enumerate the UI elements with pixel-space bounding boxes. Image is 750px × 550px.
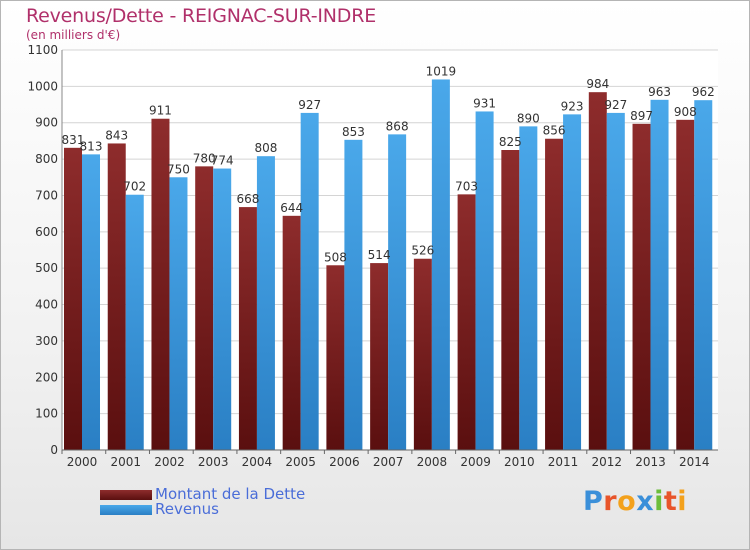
bar-dette	[588, 92, 607, 450]
y-tick-label: 600	[35, 225, 58, 239]
bar-dette	[107, 143, 126, 451]
x-tick-label: 2012	[592, 455, 623, 469]
y-tick-label: 1000	[27, 79, 58, 93]
proxiti-logo: Proxiti	[583, 486, 688, 517]
x-tick-label: 2013	[635, 455, 666, 469]
x-tick-label: 2003	[198, 455, 229, 469]
data-label: 780	[193, 151, 216, 165]
data-label: 774	[211, 154, 234, 168]
bar-dette	[545, 138, 564, 450]
bar-dette	[370, 263, 389, 450]
data-label: 668	[236, 192, 259, 206]
data-label: 526	[411, 244, 434, 258]
data-label: 868	[386, 119, 409, 133]
bar-revenus	[82, 154, 100, 450]
bar-dette	[64, 147, 82, 450]
x-tick-label: 2001	[110, 455, 141, 469]
data-label: 831	[62, 133, 85, 147]
data-label: 962	[692, 85, 715, 99]
data-label: 808	[254, 141, 277, 155]
bar-dette	[413, 258, 432, 450]
bar-dette	[195, 166, 214, 450]
bar-revenus	[388, 134, 407, 450]
chart-subtitle: (en milliers d'€)	[26, 28, 121, 42]
bar-revenus	[431, 79, 450, 451]
y-tick-label: 0	[50, 443, 58, 457]
legend-label-revenus: Revenus	[155, 500, 219, 518]
bar-dette	[326, 265, 345, 450]
data-label: 1019	[426, 64, 457, 78]
data-label: 984	[586, 77, 609, 91]
x-tick-label: 2002	[154, 455, 185, 469]
x-tick-label: 2011	[548, 455, 579, 469]
x-tick-label: 2014	[679, 455, 710, 469]
data-label: 825	[499, 135, 522, 149]
data-label: 750	[167, 162, 190, 176]
bar-dette	[632, 123, 651, 451]
data-label: 963	[648, 85, 671, 99]
x-tick-label: 2005	[285, 455, 316, 469]
y-tick-label: 200	[35, 370, 58, 384]
legend-swatch-dette	[100, 490, 152, 500]
x-tick-label: 2006	[329, 455, 360, 469]
bar-dette	[151, 118, 170, 451]
y-tick-label: 800	[35, 152, 58, 166]
bar-dette	[282, 215, 301, 450]
data-label: 931	[473, 96, 496, 110]
bar-revenus	[125, 194, 144, 450]
bar-revenus	[344, 139, 363, 450]
y-tick-label: 400	[35, 298, 58, 312]
data-label: 927	[604, 98, 627, 112]
data-label: 813	[80, 139, 103, 153]
x-tick-label: 2004	[242, 455, 273, 469]
data-label: 897	[630, 109, 653, 123]
data-label: 508	[324, 250, 347, 264]
data-label: 853	[342, 125, 365, 139]
y-tick-label: 100	[35, 407, 58, 421]
data-label: 843	[105, 128, 128, 142]
x-tick-label: 2000	[67, 455, 98, 469]
y-tick-label: 900	[35, 116, 58, 130]
y-tick-label: 700	[35, 188, 58, 202]
bar-revenus	[213, 168, 232, 450]
bar-revenus	[606, 112, 625, 450]
bar-revenus	[519, 126, 538, 450]
x-tick-label: 2008	[417, 455, 448, 469]
y-tick-label: 500	[35, 261, 58, 275]
bar-revenus	[300, 112, 319, 450]
bar-revenus	[256, 156, 275, 450]
data-label: 927	[298, 98, 321, 112]
chart-title: Revenus/Dette - REIGNAC-SUR-INDRE	[26, 5, 377, 27]
data-label: 890	[517, 111, 540, 125]
bar-revenus	[694, 100, 713, 450]
legend-label-dette: Montant de la Dette	[155, 485, 306, 503]
legend-swatch-revenus	[100, 505, 152, 515]
data-label: 514	[368, 248, 391, 262]
data-label: 703	[455, 179, 478, 193]
bars	[64, 79, 713, 451]
bar-revenus	[169, 177, 188, 451]
bar-dette	[676, 119, 695, 451]
bar-dette	[238, 207, 257, 450]
data-label: 923	[561, 99, 584, 113]
data-label: 644	[280, 201, 303, 215]
axes: 0 100 200 300 400 500 600 700 800 900 1000 1100 2000…	[27, 43, 718, 469]
bar-revenus	[650, 99, 669, 451]
x-tick-label: 2007	[373, 455, 404, 469]
data-label: 856	[543, 124, 566, 138]
bar-revenus	[563, 114, 582, 450]
data-label: 908	[674, 105, 697, 119]
data-label: 702	[123, 180, 146, 194]
bar-dette	[501, 150, 520, 450]
y-tick-label: 1100	[27, 43, 58, 57]
data-label: 911	[149, 104, 172, 118]
y-tick-label: 300	[35, 334, 58, 348]
bar-revenus	[475, 111, 494, 451]
x-tick-label: 2009	[460, 455, 491, 469]
bar-dette	[457, 194, 476, 450]
x-tick-label: 2010	[504, 455, 535, 469]
